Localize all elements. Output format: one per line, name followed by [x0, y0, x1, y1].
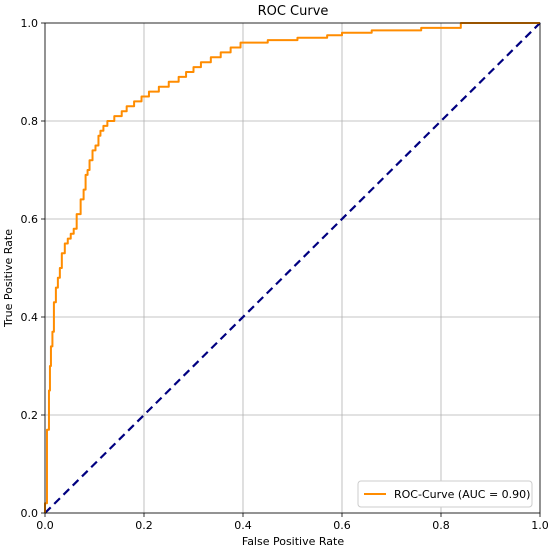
reference-diagonal-line: [44, 22, 541, 514]
roc-curve-line: [44, 22, 540, 513]
chart-title: ROC Curve: [258, 4, 329, 19]
x-tick-label: 1.0: [531, 519, 549, 532]
x-tick-label: 0.2: [135, 519, 153, 532]
x-tick-label: 0.6: [333, 519, 351, 532]
y-tick-label: 0.2: [21, 409, 39, 422]
x-tick-label: 0.8: [432, 519, 450, 532]
legend: ROC-Curve (AUC = 0.90): [357, 480, 533, 508]
y-tick-label: 0.8: [21, 115, 39, 128]
legend-box: [357, 480, 533, 508]
plot-frame: [44, 22, 541, 514]
series-layer: [44, 22, 541, 514]
y-tick-label: 0.6: [21, 213, 39, 226]
legend-label: ROC-Curve (AUC = 0.90): [394, 488, 530, 501]
y-axis-label: True Positive Rate: [2, 229, 15, 328]
x-tick-label: 0.0: [36, 519, 54, 532]
y-tick-label: 1.0: [21, 17, 39, 30]
y-tick-label: 0.4: [21, 311, 39, 324]
x-axis-label: False Positive Rate: [242, 535, 344, 548]
x-tick-label: 0.4: [234, 519, 252, 532]
axis-ticks: 0.0 0.2 0.4 0.6 0.8 1.0 0.0 0.2 0.4 0.6 0.8 1.0: [21, 17, 549, 532]
y-tick-label: 0.0: [21, 507, 39, 520]
